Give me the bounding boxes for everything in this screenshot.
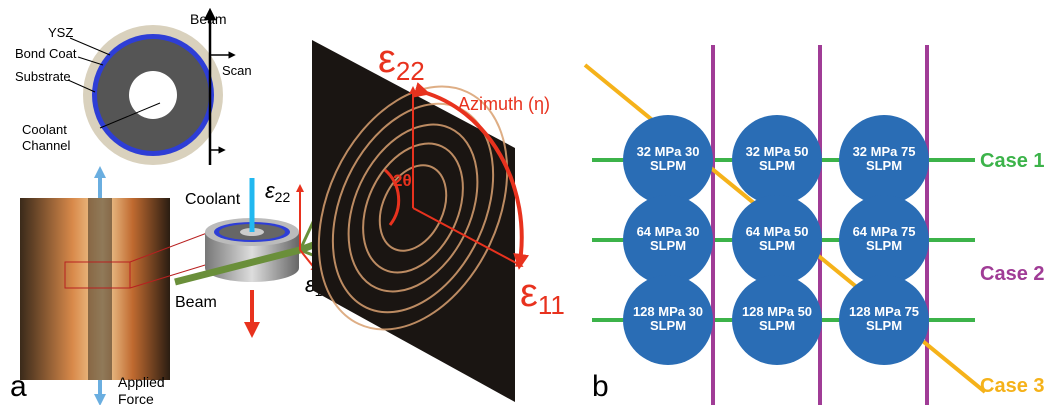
node-label: SLPM <box>759 158 795 173</box>
label: YSZ <box>48 25 73 40</box>
figure: YSZ Bond Coat Substrate Coolant Channel … <box>0 0 1055 405</box>
label: Force <box>118 391 154 405</box>
node-label: 32 MPa 30 <box>637 144 700 159</box>
symbol: ε <box>378 37 396 81</box>
label: Applied <box>118 374 165 390</box>
label: Coolant <box>185 191 241 208</box>
node-label: 128 MPa 50 <box>742 304 812 319</box>
node-label: SLPM <box>866 238 902 253</box>
node-label: SLPM <box>866 158 902 173</box>
strain-label: ε11 <box>520 271 565 320</box>
subscript: 22 <box>275 189 291 205</box>
strain-label: ε22 <box>265 178 290 205</box>
cross-section: YSZ Bond Coat Substrate Coolant Channel … <box>15 11 252 165</box>
grip <box>88 198 112 380</box>
node-label: 64 MPa 50 <box>746 224 809 239</box>
subscript: 22 <box>396 56 425 86</box>
case-label: Case 3 <box>980 375 1045 397</box>
node-label: 32 MPa 50 <box>746 144 809 159</box>
node-label: 64 MPa 75 <box>853 224 916 239</box>
node-label: SLPM <box>650 238 686 253</box>
symbol: ε <box>520 271 538 315</box>
node-label: 128 MPa 75 <box>849 304 919 319</box>
panel-label: b <box>592 370 609 403</box>
node-label: SLPM <box>759 318 795 333</box>
node-label: 64 MPa 30 <box>637 224 700 239</box>
node-label: SLPM <box>866 318 902 333</box>
node-label: SLPM <box>759 238 795 253</box>
label: Channel <box>22 138 71 153</box>
case-label: Case 2 <box>980 263 1045 285</box>
label: Scan <box>222 63 252 78</box>
symbol: ε <box>265 178 275 203</box>
strain-label: ε22 <box>378 37 425 86</box>
label: Coolant <box>22 122 67 137</box>
coolant-channel <box>129 71 177 119</box>
label: Azimuth (η) <box>458 94 550 114</box>
node-label: SLPM <box>650 318 686 333</box>
node-label: 128 MPa 30 <box>633 304 703 319</box>
case-label: Case 1 <box>980 150 1045 172</box>
node-label: 32 MPa 75 <box>853 144 916 159</box>
node-label: SLPM <box>650 158 686 173</box>
panel-label: a <box>10 370 27 403</box>
label: Substrate <box>15 69 71 84</box>
label: Beam <box>175 294 217 311</box>
label: Bond Coat <box>15 46 77 61</box>
label: 2θ <box>393 171 412 190</box>
subscript: 11 <box>538 290 565 320</box>
detector: 2θ Azimuth (η) ε22 ε11 <box>282 37 565 402</box>
label: Beam <box>190 11 227 27</box>
